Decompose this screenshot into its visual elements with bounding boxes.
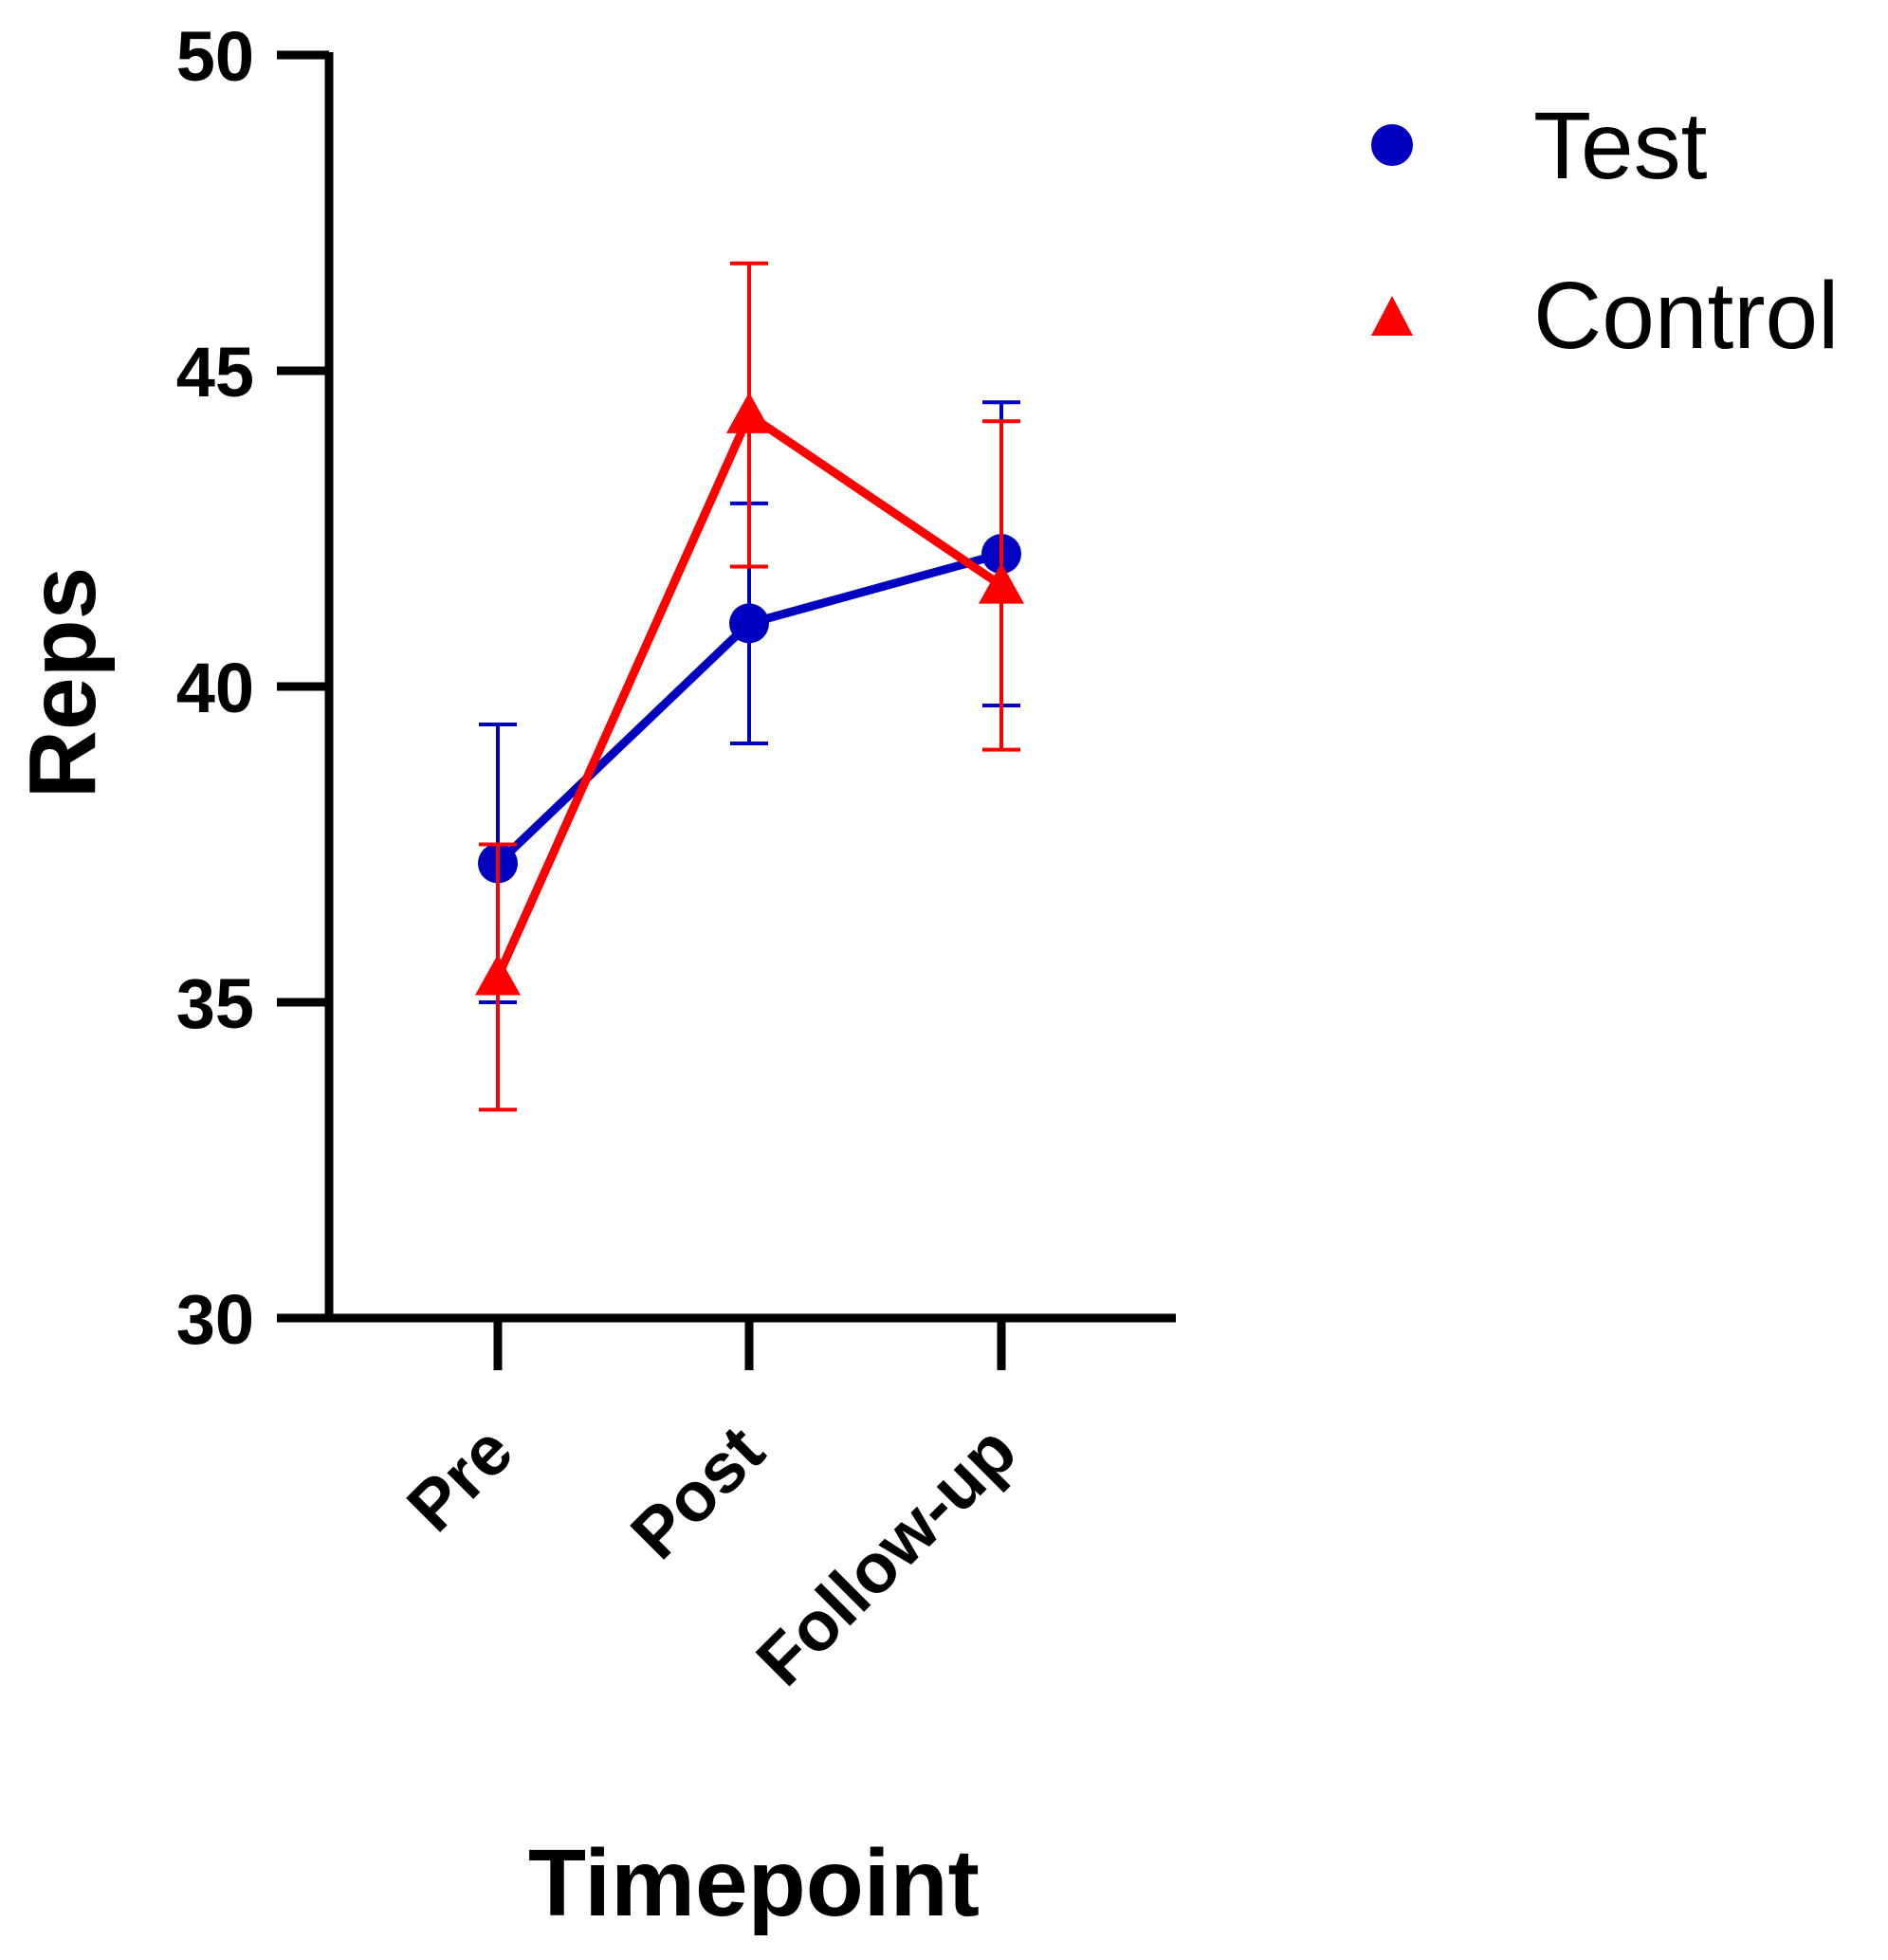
data-point bbox=[979, 562, 1024, 604]
data-point bbox=[726, 392, 772, 433]
series-control bbox=[475, 261, 1024, 1112]
x-tick-label: Follow-up bbox=[742, 1411, 1032, 1701]
y-ticks: 30 35 40 45 50 bbox=[176, 17, 329, 1359]
y-tick-label: 35 bbox=[176, 964, 254, 1043]
legend: Test Control bbox=[1371, 93, 1839, 369]
legend-marker-test bbox=[1371, 124, 1413, 166]
x-axis-title: Timepoint bbox=[528, 1830, 980, 1936]
data-point bbox=[475, 954, 521, 996]
x-tick-label: Pre bbox=[392, 1411, 527, 1547]
legend-label-test: Test bbox=[1533, 93, 1708, 199]
legend-marker-control bbox=[1371, 296, 1413, 336]
y-tick-label: 40 bbox=[176, 649, 254, 727]
series-layer bbox=[475, 261, 1024, 1112]
y-tick-label: 50 bbox=[176, 17, 254, 96]
y-axis-title: Reps bbox=[9, 567, 116, 799]
y-tick-label: 45 bbox=[176, 333, 254, 412]
legend-label-control: Control bbox=[1533, 263, 1839, 369]
data-point bbox=[729, 603, 769, 644]
axes bbox=[277, 52, 1176, 1323]
y-tick-label: 30 bbox=[176, 1280, 254, 1359]
x-tick-label: Post bbox=[615, 1411, 779, 1574]
